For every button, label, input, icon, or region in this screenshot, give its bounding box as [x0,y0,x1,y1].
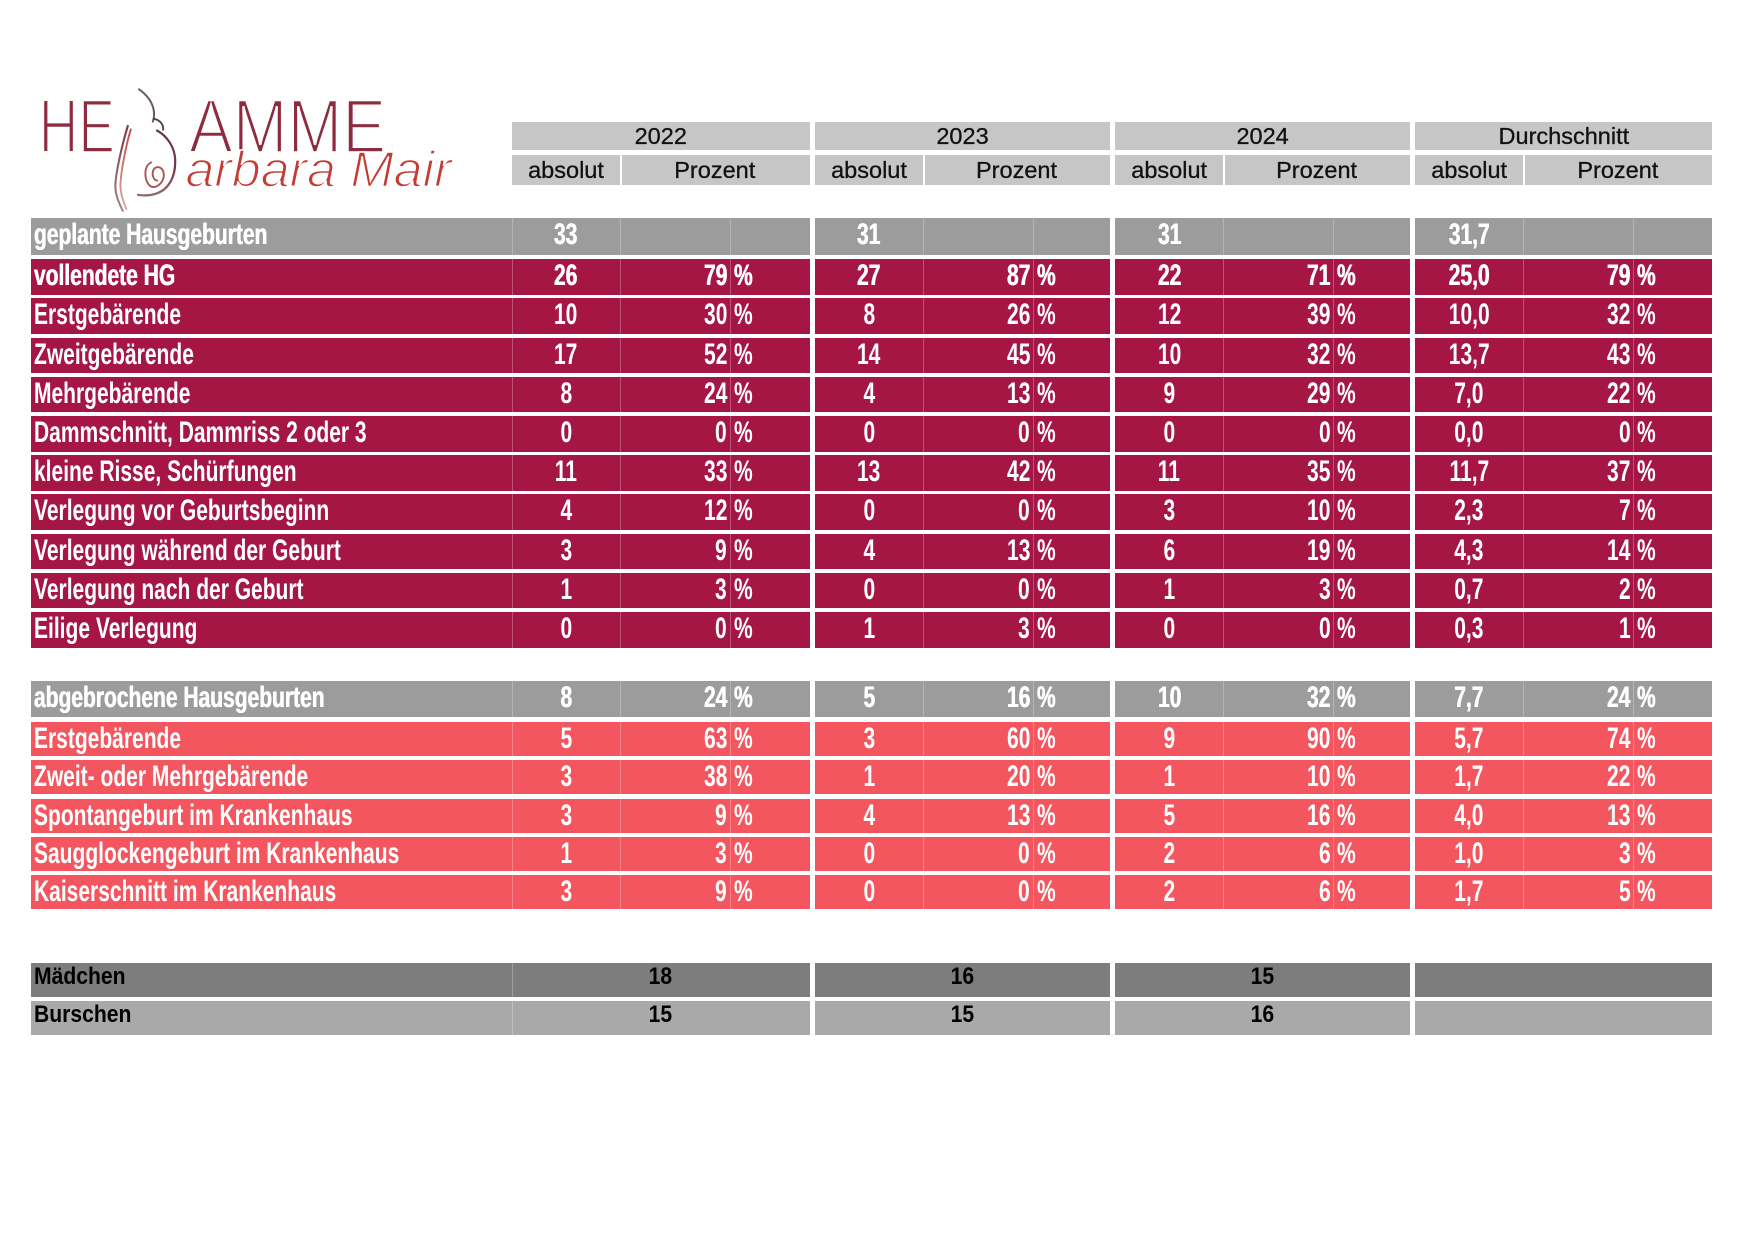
svg-text:HE: HE [40,85,115,170]
svg-text:arbara Mair: arbara Mair [186,142,454,198]
svg-text:AMME: AMME [189,85,386,170]
